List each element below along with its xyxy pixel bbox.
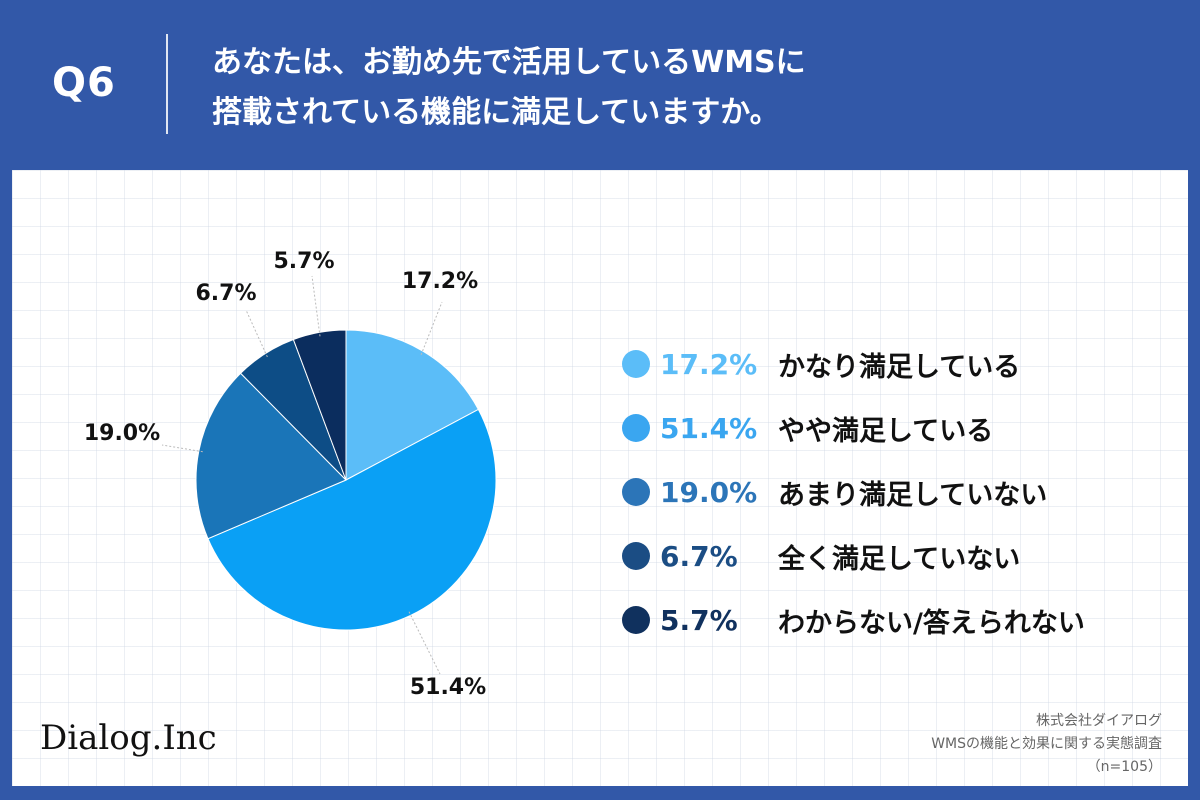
pie-value-label: 6.7% [195, 281, 256, 306]
legend-item: 51.4% やや満足している [622, 396, 1162, 460]
legend-item: 19.0% あまり満足していない [622, 460, 1162, 524]
legend-dot-icon [622, 606, 650, 634]
legend-dot-icon [622, 542, 650, 570]
question-title: あなたは、お勤め先で活用しているWMSに 搭載されている機能に満足していますか。 [212, 38, 1112, 138]
source-survey: WMSの機能と効果に関する実態調査 [931, 736, 1162, 752]
leader-line [408, 611, 441, 675]
pie-slice [292, 329, 347, 481]
legend-percentage: 17.2% [660, 347, 758, 381]
leader-line [420, 301, 443, 355]
legend-dot-icon [622, 478, 650, 506]
legend-dot-icon [622, 350, 650, 378]
header: Q6 あなたは、お勤め先で活用しているWMSに 搭載されている機能に満足していま… [0, 0, 1200, 168]
legend-percentage: 6.7% [660, 539, 738, 573]
pie-value-label: 51.4% [410, 675, 486, 700]
legend-label: あまり満足していない [778, 479, 1048, 511]
legend-dot-icon [622, 414, 650, 442]
legend: 17.2% かなり満足している 51.4% やや満足している 19.0% あまり… [622, 332, 1162, 652]
question-number: Q6 [52, 60, 116, 106]
sample-size: （n=105） [1086, 759, 1162, 775]
source-note: 株式会社ダイアログ WMSの機能と効果に関する実態調査 （n=105） [742, 710, 1162, 779]
leader-line [161, 444, 203, 453]
legend-percentage: 19.0% [660, 475, 758, 509]
legend-label: かなり満足している [778, 351, 1021, 383]
pie-value-label: 19.0% [84, 421, 160, 446]
legend-item: 17.2% かなり満足している [622, 332, 1162, 396]
pie-value-label: 17.2% [402, 269, 478, 294]
question-title-line-2: 搭載されている機能に満足していますか。 [212, 95, 780, 130]
question-title-line-1: あなたは、お勤め先で活用しているWMSに [212, 45, 806, 80]
legend-item: 6.7% 全く満足していない [622, 524, 1162, 588]
pie-chart: 17.2% 51.4% 19.0% 6.7% 5.7% [84, 249, 497, 700]
brand-logo: Dialog.Inc [40, 718, 217, 758]
legend-label: 全く満足していない [778, 543, 1021, 575]
legend-item: 5.7% わからない/答えられない [622, 588, 1162, 652]
legend-label: わからない/答えられない [778, 607, 1085, 639]
leader-line [311, 275, 321, 337]
source-company: 株式会社ダイアログ [1036, 713, 1162, 729]
header-divider [166, 34, 168, 134]
pie-slice [195, 372, 347, 540]
chart-panel: 17.2% 51.4% 19.0% 6.7% 5.7% 17.2% かなり満足している … [12, 170, 1188, 786]
legend-label: やや満足している [778, 415, 994, 447]
pie-slice [207, 408, 497, 631]
pie-slice [345, 329, 480, 481]
leader-line [245, 309, 268, 358]
legend-percentage: 5.7% [660, 603, 738, 637]
legend-percentage: 51.4% [660, 411, 758, 445]
pie-value-label: 5.7% [273, 249, 334, 274]
